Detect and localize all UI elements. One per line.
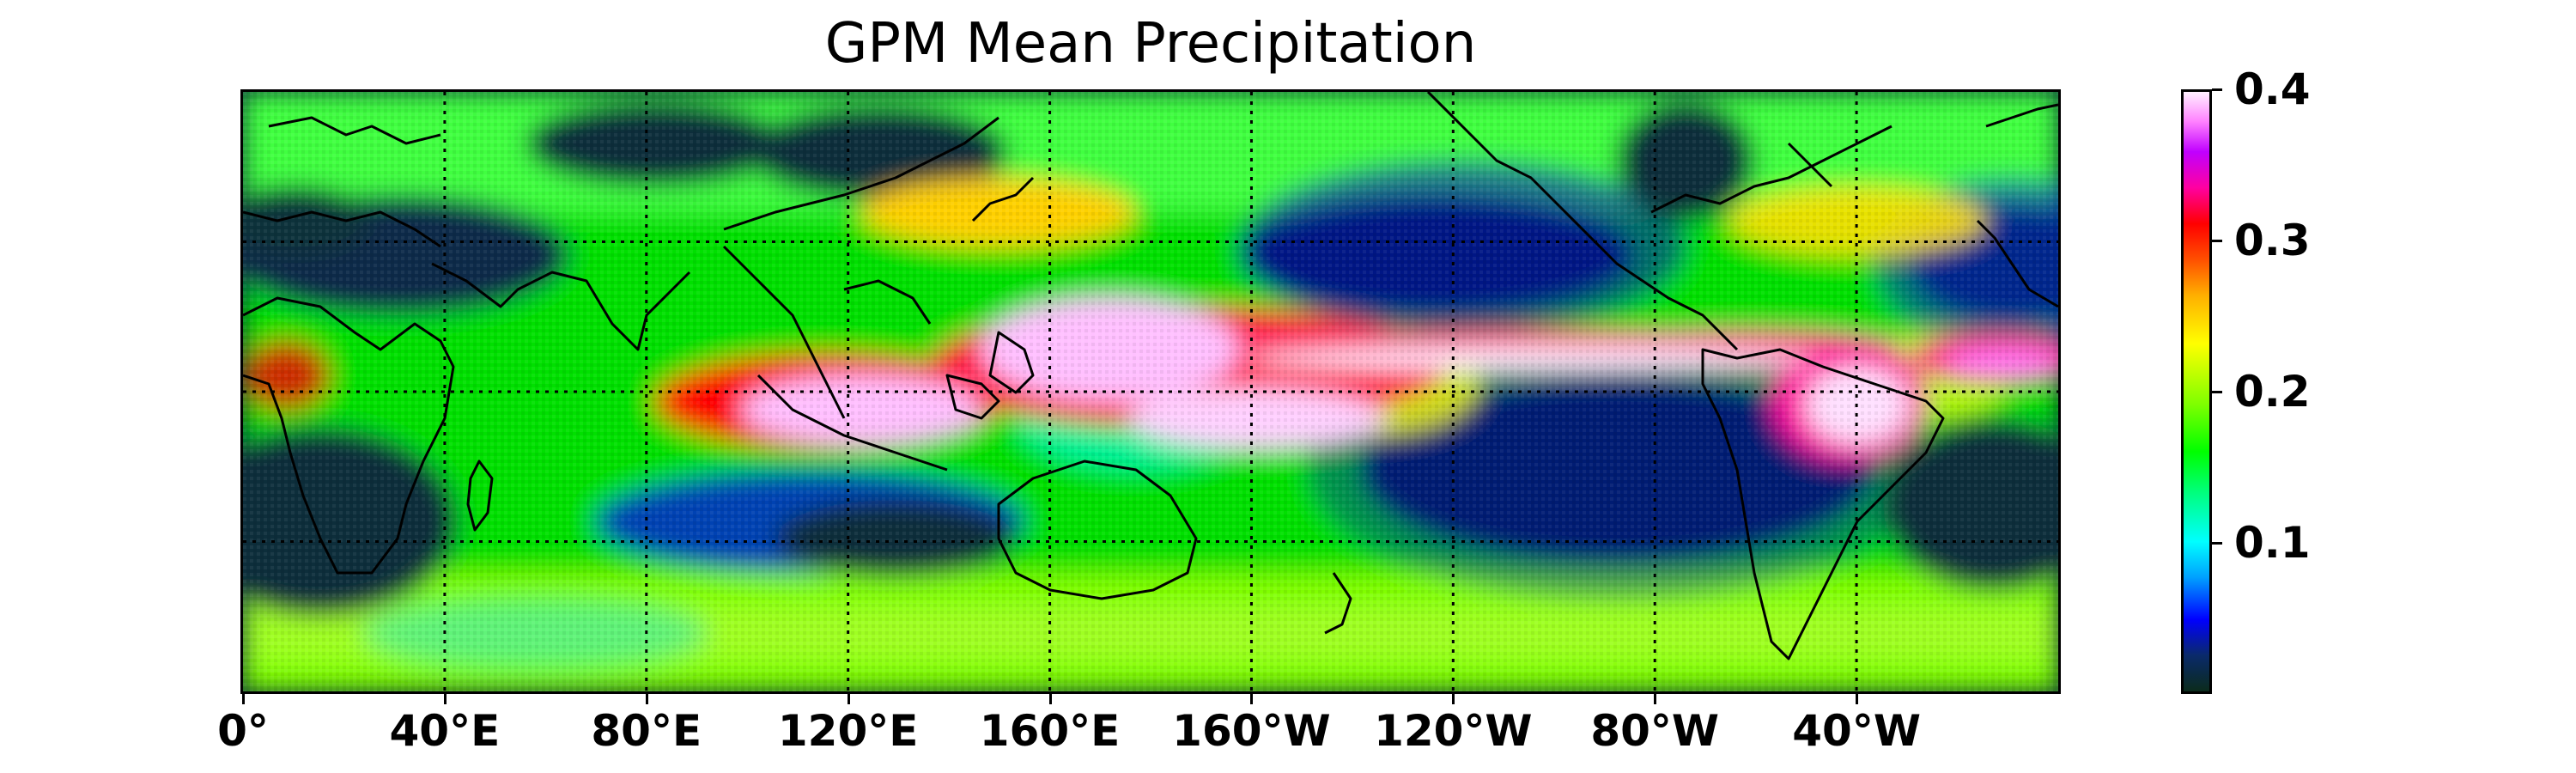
gridlines (243, 92, 2058, 691)
map-title: GPM Mean Precipitation (824, 12, 1477, 76)
x-tick-label: 40°W (1792, 706, 1921, 756)
x-tick-label: 160°W (1172, 706, 1331, 756)
map-canvas (243, 92, 2058, 691)
x-tick-mark (1856, 694, 1859, 704)
coastlines (243, 92, 2058, 660)
colorbar (2181, 89, 2212, 694)
colorbar-tick-label: 0.4 (2234, 64, 2311, 114)
x-tick-label: 80°W (1590, 706, 1720, 756)
colorbar-tick-mark (2212, 542, 2222, 545)
colorbar-tick-mark (2212, 240, 2222, 242)
x-tick-label: 80°E (591, 706, 702, 756)
colorbar-tick-mark (2212, 88, 2222, 91)
x-tick-mark (1048, 694, 1052, 704)
x-tick-mark (242, 694, 245, 704)
x-tick-mark (1452, 694, 1455, 704)
x-tick-mark (443, 694, 447, 704)
x-tick-mark (847, 694, 850, 704)
x-tick-mark (1250, 694, 1254, 704)
precipitation-map (240, 89, 2061, 694)
x-tick-mark (645, 694, 648, 704)
x-tick-mark (1654, 694, 1657, 704)
x-tick-label: 0° (217, 706, 269, 756)
x-tick-label: 40°E (389, 706, 501, 756)
colorbar-tick-label: 0.1 (2234, 518, 2311, 568)
colorbar-tick-label: 0.2 (2234, 367, 2311, 417)
x-tick-label: 120°W (1374, 706, 1533, 756)
colorbar-tick-mark (2212, 391, 2222, 393)
x-tick-label: 160°E (979, 706, 1121, 756)
x-tick-label: 120°E (777, 706, 919, 756)
colorbar-tick-label: 0.3 (2234, 216, 2311, 265)
